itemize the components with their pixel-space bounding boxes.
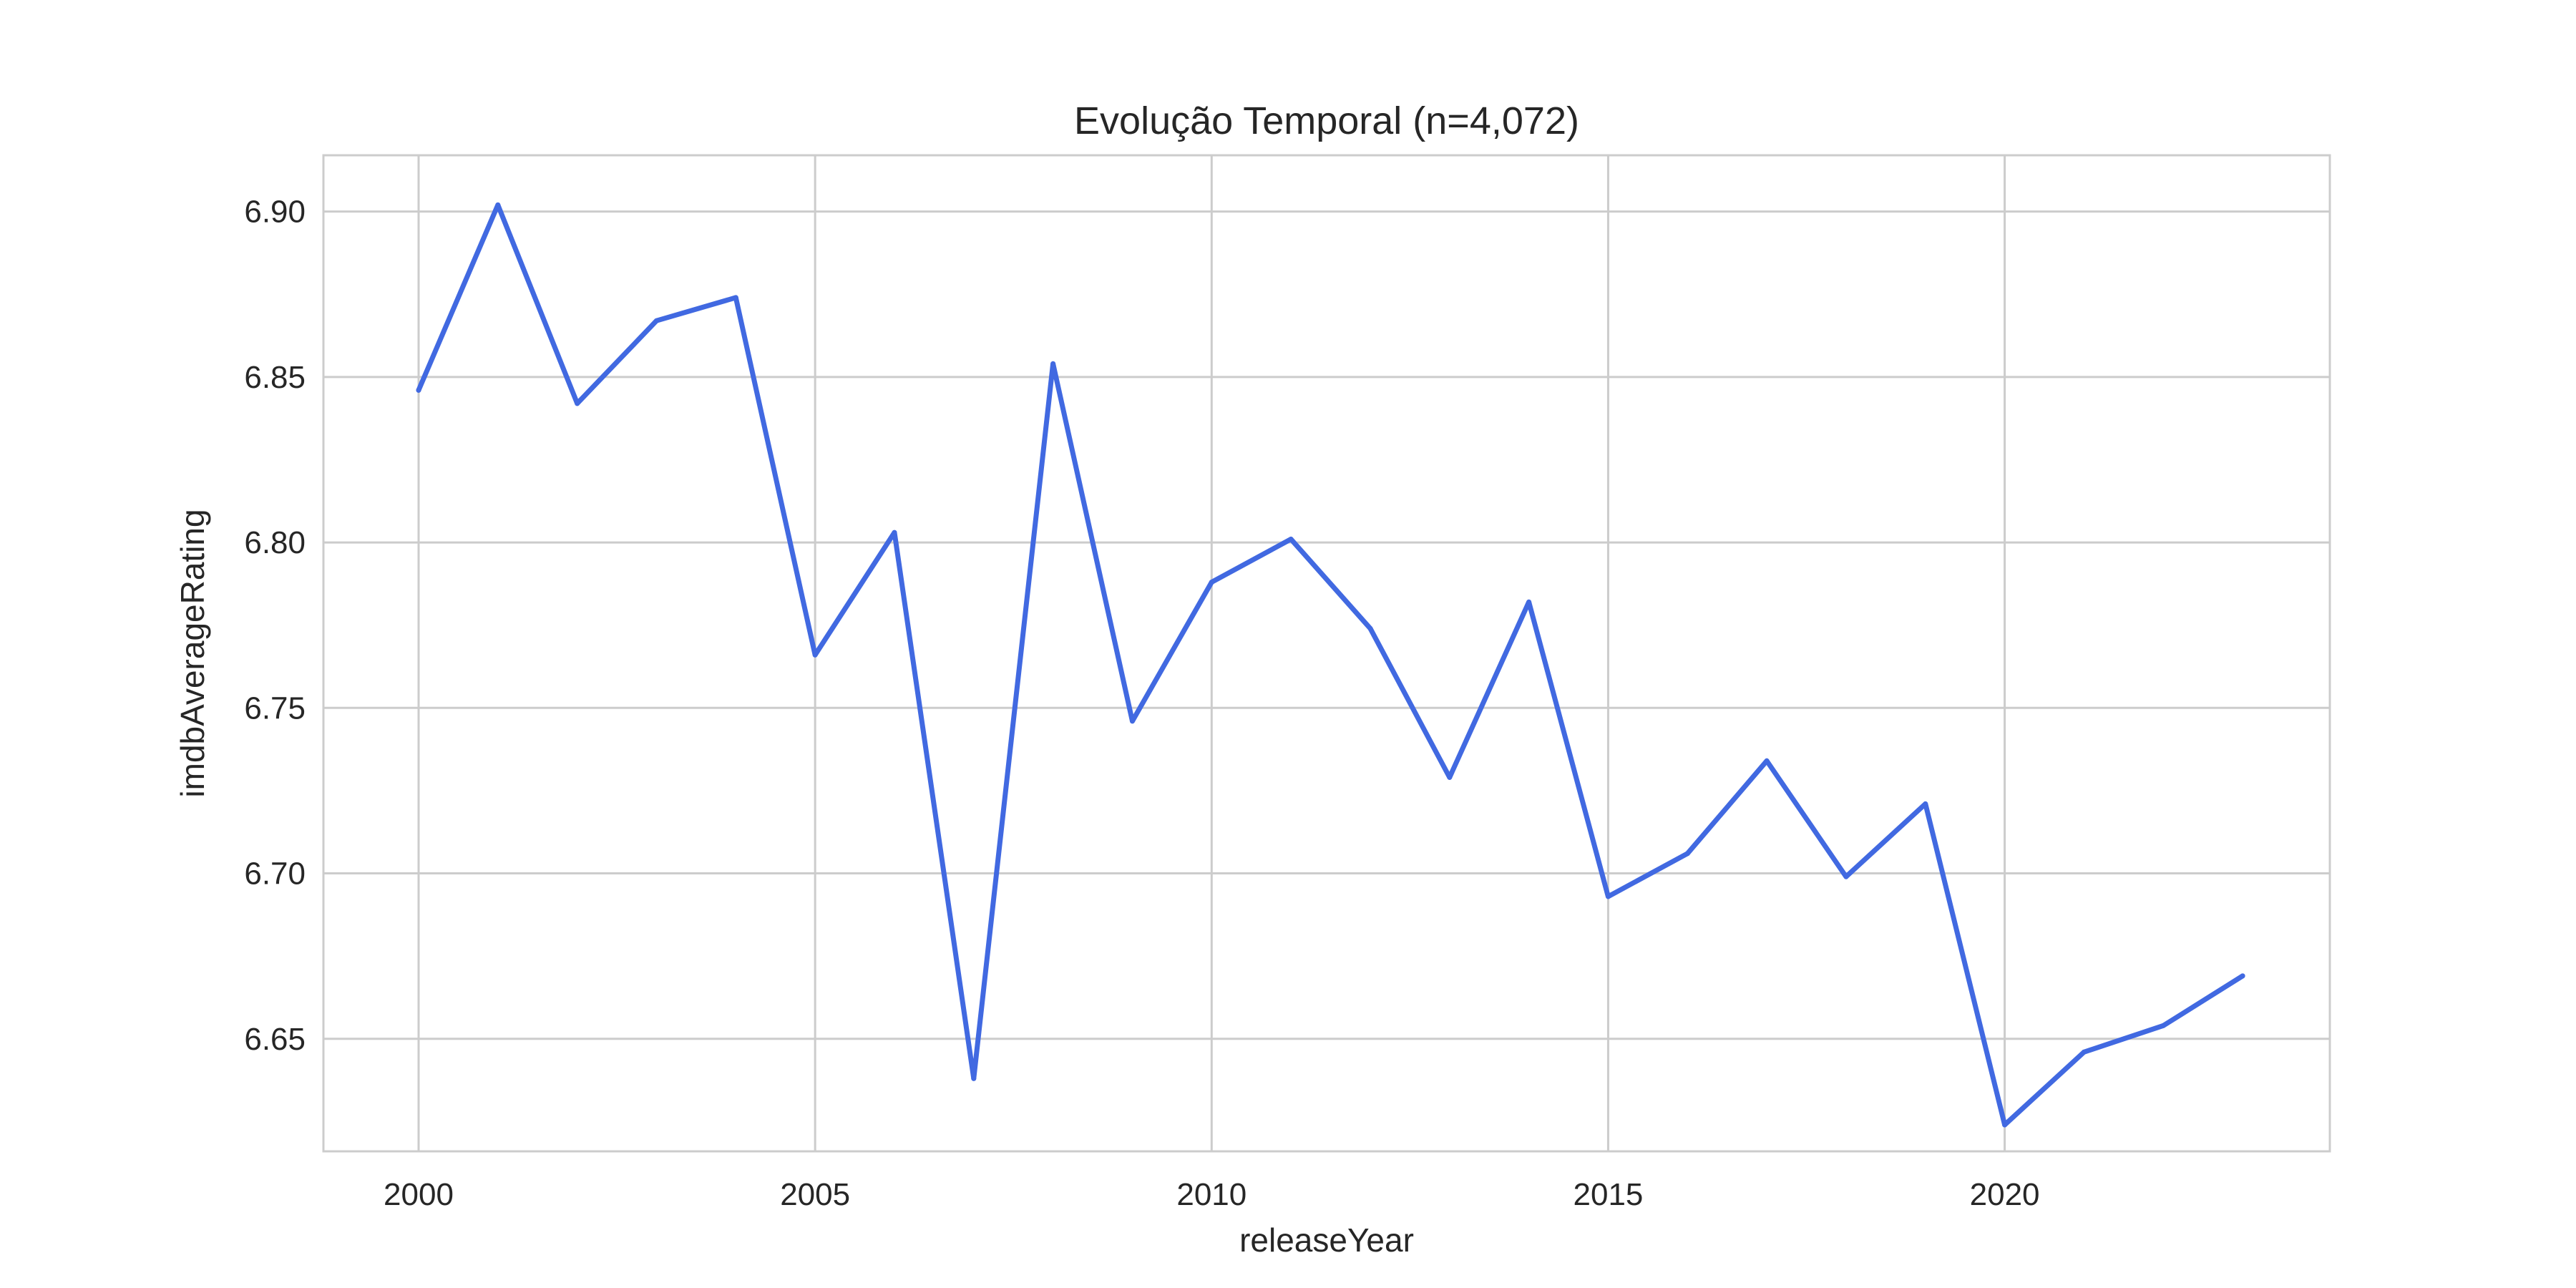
y-tick-label: 6.70 <box>244 857 306 892</box>
data-point <box>1526 599 1532 605</box>
series-layer <box>416 202 2245 1128</box>
data-point <box>1843 874 1849 879</box>
series-line <box>416 202 2245 1128</box>
data-point <box>812 652 818 658</box>
x-tick-label: 2000 <box>384 1177 454 1212</box>
x-tick-label: 2015 <box>1574 1177 1644 1212</box>
y-axis-label: imdbAverageRating <box>174 509 211 797</box>
data-point <box>892 530 897 535</box>
plot-area <box>323 155 2330 1151</box>
data-point <box>1050 361 1056 366</box>
data-point <box>1447 774 1453 780</box>
data-point <box>1129 718 1135 724</box>
data-point <box>1288 536 1294 542</box>
data-point <box>1764 758 1770 763</box>
data-point <box>971 1075 977 1081</box>
x-tick-label: 2010 <box>1176 1177 1246 1212</box>
data-point <box>1923 801 1928 806</box>
plot-frame <box>322 154 2331 1153</box>
data-point <box>495 202 501 208</box>
data-point <box>2160 1023 2166 1028</box>
x-axis-ticks: 2000 2005 2010 2015 2020 <box>384 1177 2039 1212</box>
data-point <box>1367 625 1373 631</box>
data-point <box>416 387 421 393</box>
data-point <box>1684 851 1690 857</box>
y-tick-label: 6.85 <box>244 360 306 395</box>
y-tick-label: 6.65 <box>244 1022 306 1057</box>
data-point <box>2081 1049 2087 1055</box>
y-tick-label: 6.75 <box>244 691 306 726</box>
data-point <box>653 318 659 323</box>
y-tick-label: 6.80 <box>244 525 306 560</box>
x-tick-label: 2005 <box>780 1177 850 1212</box>
y-tick-label: 6.90 <box>244 195 306 230</box>
data-point <box>1209 580 1214 585</box>
grid <box>323 155 2330 1151</box>
data-point <box>1605 894 1611 899</box>
data-point <box>2240 973 2245 979</box>
data-point <box>733 295 738 301</box>
chart-title: Evolução Temporal (n=4,072) <box>1074 99 1579 142</box>
data-point <box>575 401 580 406</box>
x-axis-label: releaseYear <box>1239 1221 1414 1259</box>
data-point <box>2002 1122 2008 1128</box>
x-tick-label: 2020 <box>1970 1177 2040 1212</box>
y-axis-ticks: 6.65 6.70 6.75 6.80 6.85 6.90 <box>244 195 306 1057</box>
